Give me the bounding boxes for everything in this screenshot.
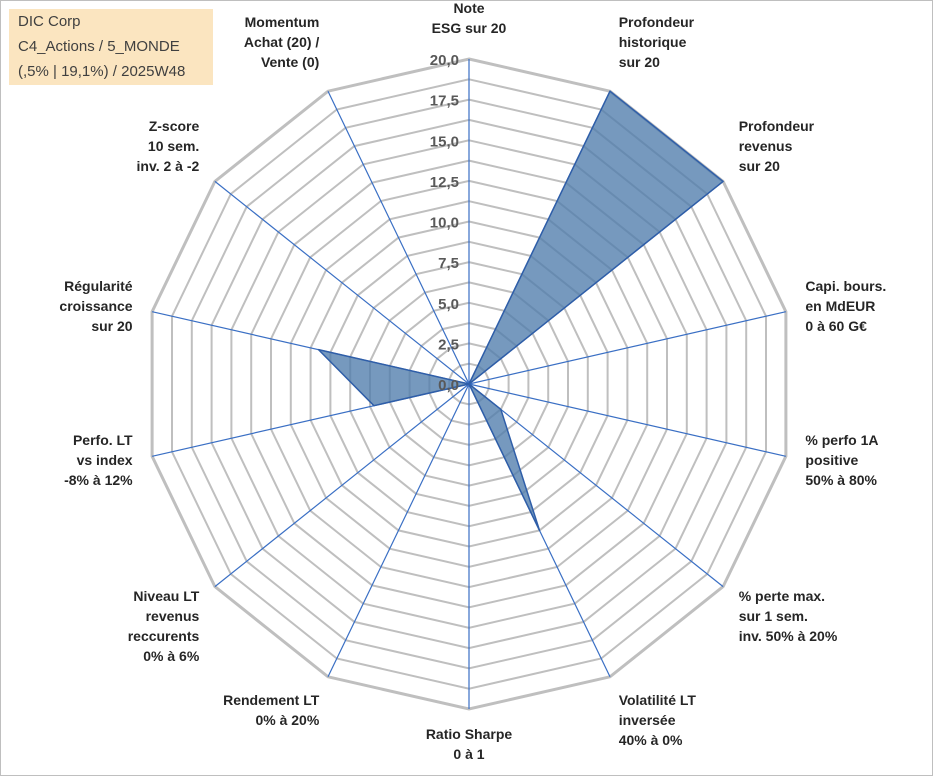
category-label-line: en MdEUR (805, 298, 875, 314)
category-label-7: Ratio Sharpe 0 à 1 (426, 726, 513, 762)
category-label-5: % perte max. sur 1 sem. inv. 50% à 20% (739, 588, 838, 644)
category-label-0: Note ESG sur 20 (432, 0, 507, 36)
category-label-line: sur 20 (619, 54, 660, 70)
tick-label: 15,0 (430, 133, 459, 150)
category-label-line: vs index (77, 452, 133, 468)
category-label-6: Volatilité LT inversée 40% à 0% (619, 692, 697, 748)
axis-line (468, 383, 787, 457)
axis-line (468, 383, 724, 588)
category-label-line: 0 à 1 (453, 746, 484, 762)
axis-line (327, 90, 470, 385)
category-label-line: sur 20 (91, 318, 132, 334)
category-label-line: ESG sur 20 (432, 20, 507, 36)
category-label-13: Momentum Achat (20) / Vente (0) (244, 14, 320, 70)
category-label-10: Perfo. LT vs index -8% à 12% (64, 432, 133, 488)
tick-label: 20,0 (430, 52, 459, 69)
category-label-line: Volatilité LT (619, 692, 697, 708)
axis-line (214, 383, 470, 588)
category-label-line: positive (805, 452, 858, 468)
category-label-line: % perfo 1A (805, 432, 878, 448)
category-label-line: % perte max. (739, 588, 825, 604)
category-label-line: Perfo. LT (73, 432, 133, 448)
axis-line (214, 180, 470, 385)
category-label-line: Ratio Sharpe (426, 726, 513, 742)
category-label-line: Z-score (149, 118, 200, 134)
category-label-line: Profondeur (619, 14, 695, 30)
category-label-line: 0% à 20% (255, 712, 319, 728)
tick-label: 2,5 (438, 336, 459, 353)
category-label-line: 40% à 0% (619, 732, 683, 748)
category-label-line: 10 sem. (148, 138, 199, 154)
category-label-11: Régularité croissance sur 20 (59, 278, 132, 334)
category-label-line: reccurents (128, 628, 200, 644)
category-label-line: sur 20 (739, 158, 780, 174)
category-label-line: inversée (619, 712, 676, 728)
tick-layer: 0,0 2,5 5,0 7,5 10,0 12,5 15,0 17,5 20,0 (430, 52, 459, 394)
category-label-line: 50% à 80% (805, 472, 877, 488)
category-label-line: inv. 50% à 20% (739, 628, 838, 644)
tick-label: 12,5 (430, 174, 459, 191)
tick-label: 5,0 (438, 296, 459, 313)
category-label-8: Rendement LT 0% à 20% (223, 692, 320, 728)
series-layer (317, 90, 724, 532)
category-label-line: inv. 2 à -2 (137, 158, 200, 174)
category-label-4: % perfo 1A positive 50% à 80% (805, 432, 878, 488)
portfolio-path: C4_Actions / 5_MONDE (18, 38, 180, 55)
weights-period: (,5% | 19,1%) / 2025W48 (18, 63, 186, 80)
category-label-line: revenus (739, 138, 793, 154)
category-label-line: Capi. bours. (805, 278, 886, 294)
category-label-9: Niveau LT revenus reccurents 0% à 6% (128, 588, 200, 664)
category-label-2: Profondeur revenus sur 20 (739, 118, 815, 174)
category-label-line: -8% à 12% (64, 472, 133, 488)
category-label-12: Z-score 10 sem. inv. 2 à -2 (137, 118, 200, 174)
tick-label: 10,0 (430, 215, 459, 232)
category-label-3: Capi. bours. en MdEUR 0 à 60 G€ (805, 278, 886, 334)
category-label-line: Régularité (64, 278, 133, 294)
category-label-line: Rendement LT (223, 692, 320, 708)
category-label-line: 0% à 6% (143, 648, 200, 664)
tick-label: 0,0 (438, 377, 459, 394)
category-label-line: Achat (20) / (244, 34, 320, 50)
category-label-line: Momentum (245, 14, 320, 30)
axis-line (468, 311, 787, 385)
category-label-layer: Note ESG sur 20 Profondeur historique sur 20… (59, 0, 886, 762)
category-label-line: Note (453, 0, 484, 16)
category-label-1: Profondeur historique sur 20 (619, 14, 695, 70)
category-label-line: Profondeur (739, 118, 815, 134)
category-label-line: Vente (0) (261, 54, 319, 70)
category-label-line: croissance (59, 298, 132, 314)
category-label-line: historique (619, 34, 687, 50)
title-box: DIC Corp C4_Actions / 5_MONDE (,5% | 19,… (9, 9, 213, 85)
tick-label: 7,5 (438, 255, 459, 272)
category-label-line: sur 1 sem. (739, 608, 808, 624)
category-label-line: 0 à 60 G€ (805, 318, 867, 334)
company-name: DIC Corp (18, 13, 81, 30)
category-label-line: revenus (146, 608, 200, 624)
tick-label: 17,5 (430, 93, 459, 110)
series-area (317, 90, 724, 532)
axis-line (327, 383, 470, 678)
category-label-line: Niveau LT (133, 588, 199, 604)
